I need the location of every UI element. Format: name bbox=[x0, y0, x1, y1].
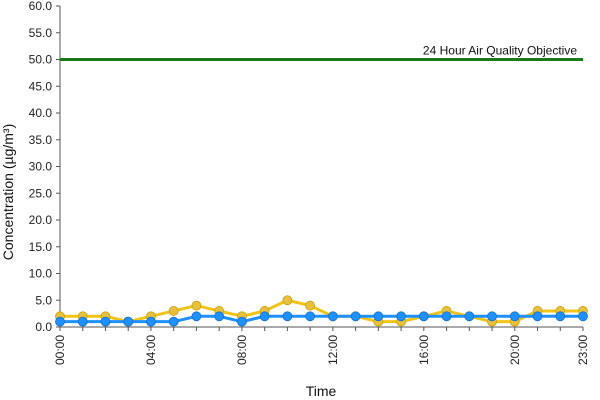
data-point bbox=[77, 316, 88, 327]
data-point bbox=[487, 311, 497, 322]
y-tick-label: 25.0 bbox=[29, 186, 53, 200]
data-point bbox=[168, 316, 179, 327]
data-point bbox=[100, 316, 111, 327]
data-point bbox=[191, 300, 202, 311]
data-point bbox=[441, 311, 452, 322]
y-tick-label: 20.0 bbox=[29, 213, 53, 227]
objective-label: 24 Hour Air Quality Objective bbox=[423, 44, 577, 58]
x-tick-label: 20:00 bbox=[508, 335, 522, 365]
data-point bbox=[464, 311, 475, 322]
series-line bbox=[60, 298, 583, 324]
y-tick-label: 5.0 bbox=[35, 293, 52, 307]
x-axis: 00:00 04:00 08:00 12:00 16:00 20:00 23:00 bbox=[53, 326, 590, 365]
data-point bbox=[555, 311, 566, 322]
data-point bbox=[305, 300, 316, 311]
data-point bbox=[396, 311, 406, 322]
objective-line-group: 24 Hour Air Quality Objective bbox=[60, 44, 583, 61]
data-point bbox=[305, 311, 316, 322]
x-tick-label: 00:00 bbox=[53, 335, 67, 365]
data-point bbox=[373, 311, 384, 322]
data-point bbox=[146, 316, 156, 327]
y-axis: 0.0 5.0 10.0 15.0 20.0 25.0 30.0 35.0 40.0 45.0 50… bbox=[29, 0, 61, 334]
data-point bbox=[123, 316, 134, 327]
data-point bbox=[418, 311, 429, 322]
x-tick-label: 12:00 bbox=[326, 335, 340, 365]
y-axis-title: Concentration (µg/m³) bbox=[0, 124, 16, 260]
series-group bbox=[55, 295, 588, 327]
x-tick-label: 04:00 bbox=[144, 335, 158, 365]
data-point bbox=[282, 311, 293, 322]
data-point bbox=[214, 311, 225, 322]
y-tick-label: 55.0 bbox=[29, 26, 53, 40]
y-tick-label: 35.0 bbox=[29, 133, 53, 147]
x-tick-label: 23:00 bbox=[576, 335, 590, 365]
x-tick-label: 16:00 bbox=[417, 335, 431, 365]
data-point bbox=[578, 311, 588, 322]
y-tick-label: 60.0 bbox=[29, 0, 53, 13]
y-tick-label: 0.0 bbox=[35, 320, 52, 334]
y-tick-label: 10.0 bbox=[29, 267, 53, 281]
y-tick-label: 45.0 bbox=[29, 79, 53, 93]
y-tick-label: 15.0 bbox=[29, 240, 53, 254]
data-point bbox=[509, 311, 520, 322]
data-point bbox=[259, 311, 270, 322]
y-tick-label: 40.0 bbox=[29, 106, 53, 120]
data-point bbox=[237, 316, 247, 327]
x-tick-label: 08:00 bbox=[235, 335, 249, 365]
data-point bbox=[168, 306, 179, 316]
data-point bbox=[282, 295, 293, 306]
series-2 bbox=[55, 311, 588, 327]
x-axis-title: Time bbox=[306, 383, 337, 399]
data-point bbox=[532, 311, 543, 322]
y-tick-label: 30.0 bbox=[29, 160, 53, 174]
data-point bbox=[327, 311, 338, 322]
data-point bbox=[191, 311, 202, 322]
data-point bbox=[55, 316, 65, 327]
y-tick-label: 50.0 bbox=[29, 53, 53, 67]
data-point bbox=[350, 311, 361, 322]
